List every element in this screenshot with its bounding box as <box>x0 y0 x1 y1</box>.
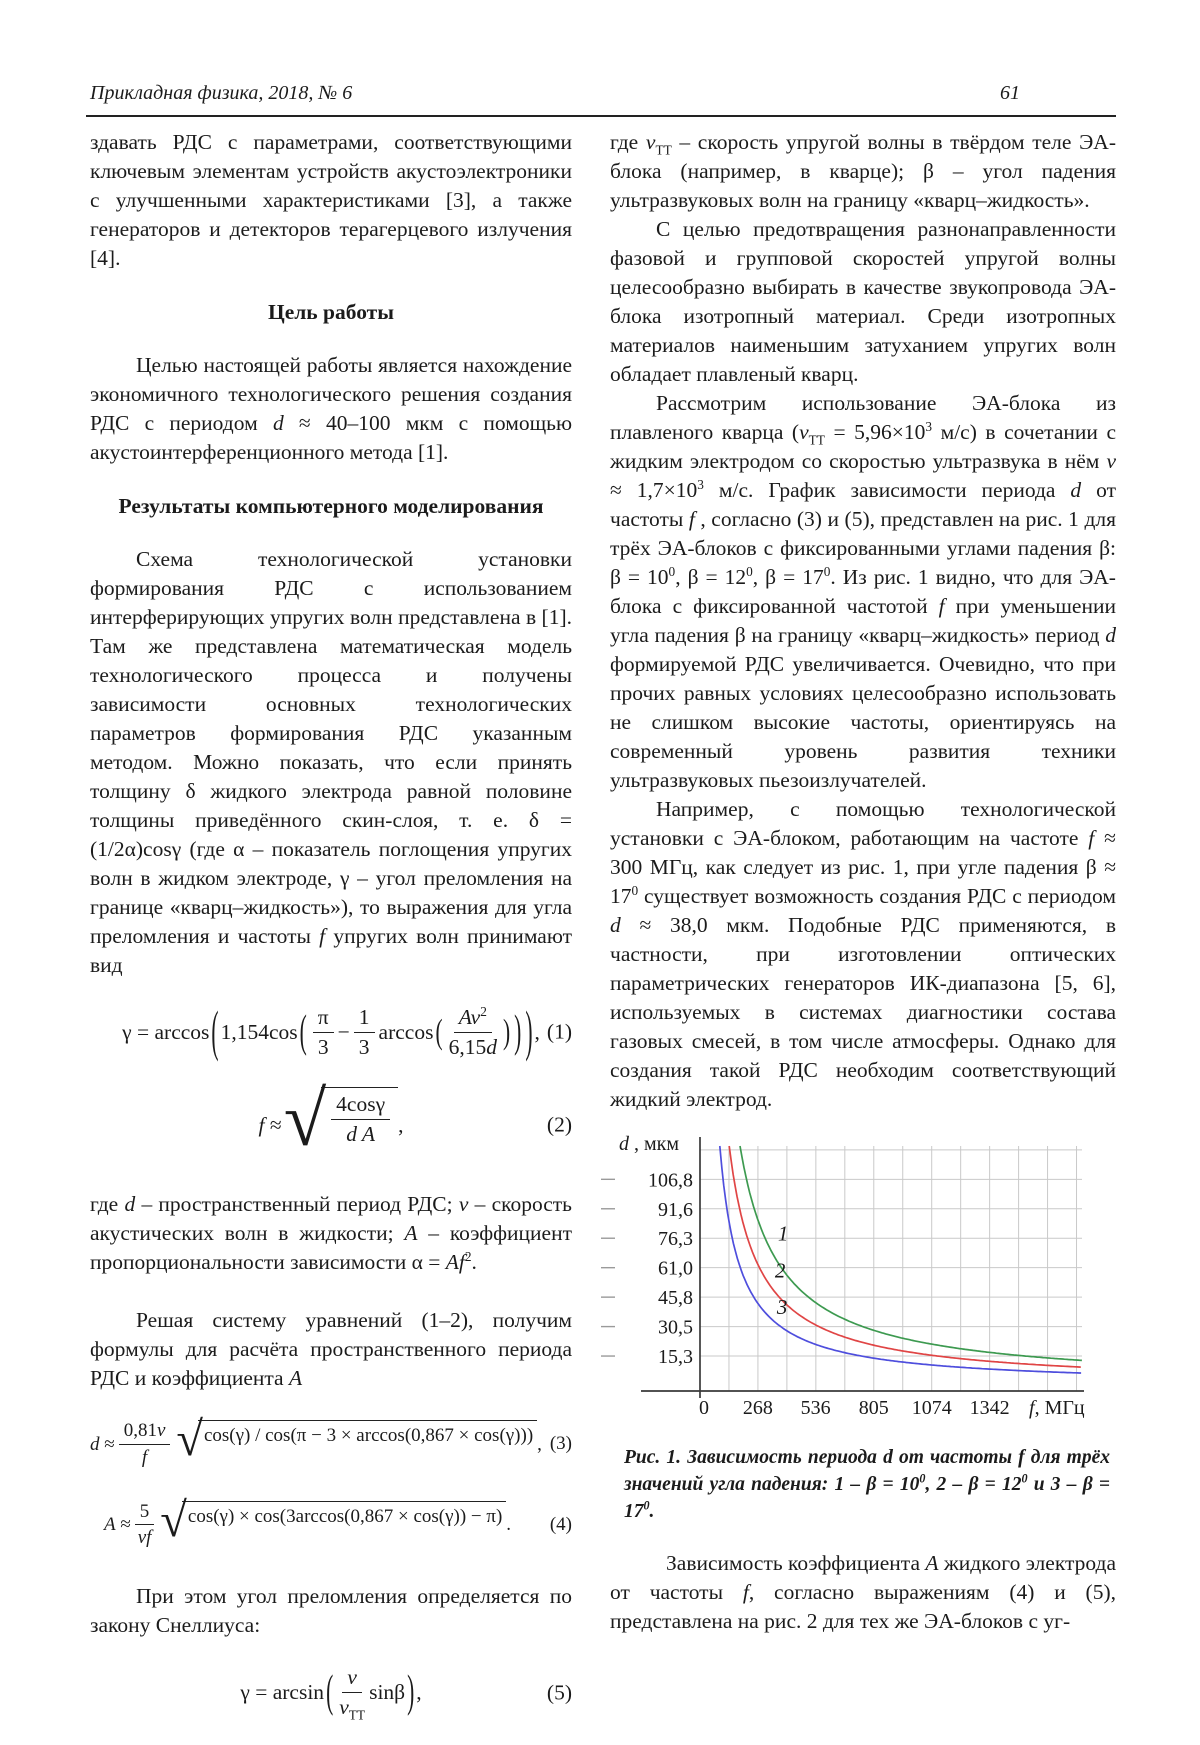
paren-open: ( <box>299 1006 307 1057</box>
equation-1: γ = arccos ( 1,154cos ( π 3 − 1 3 arccos… <box>90 1000 572 1062</box>
equation-2: f ≈ √ 4cosγ d A , (2) <box>90 1080 572 1164</box>
svg-text:45,8: 45,8 <box>658 1287 693 1309</box>
svg-text:1: 1 <box>778 1222 789 1246</box>
eq1-number: (1) <box>546 1019 572 1044</box>
paper-page: { "page": { "journal": "Прикладная физик… <box>86 82 1117 1722</box>
svg-text:91,6: 91,6 <box>658 1199 693 1221</box>
svg-text:15,3: 15,3 <box>658 1346 693 1368</box>
heading-goal: Цель работы <box>267 300 395 324</box>
fraction-1-3: 1 3 <box>353 1004 375 1061</box>
paren-open: ( <box>326 1666 334 1717</box>
svg-text:106,8: 106,8 <box>648 1169 693 1191</box>
eq5-sin: sinβ <box>369 1680 406 1705</box>
paragraph-consider: Рассмотрим использование ЭА-блока из пла… <box>610 391 1116 792</box>
eq4-period: . <box>506 1514 512 1536</box>
eq2-lhs: f ≈ <box>258 1113 282 1138</box>
paren-open: ( <box>435 1012 443 1051</box>
radical-sign: √ <box>160 1493 187 1547</box>
equation-5: γ = arcsin ( v vТТ sinβ ) , (5) <box>90 1664 572 1721</box>
right-column: где vТТ – скорость упругой волны в твёрд… <box>601 128 1117 1636</box>
svg-text:268: 268 <box>743 1397 773 1419</box>
paren-open: ( <box>211 1000 219 1063</box>
svg-text:76,3: 76,3 <box>658 1228 693 1250</box>
radical-sign: √ <box>176 1413 203 1467</box>
fraction-081v-f: 0,81v f <box>118 1419 171 1470</box>
equation-4: A ≈ 5 vf √ cos(γ) × cos(3arccos(0,867 × … <box>90 1496 572 1551</box>
paragraph-scheme: Схема технологической установки формиров… <box>90 547 572 977</box>
svg-text:0: 0 <box>699 1397 709 1419</box>
eq1-arccos: arccos <box>378 1019 434 1044</box>
eq5-comma: , <box>416 1680 422 1705</box>
svg-text:30,5: 30,5 <box>658 1317 693 1339</box>
svg-text:61,0: 61,0 <box>658 1258 693 1280</box>
fraction-v-vtt: v vТТ <box>339 1665 366 1723</box>
paragraph-where-vtt: где vТТ – скорость упругой волны в твёрд… <box>610 130 1116 212</box>
radical-sign: √ <box>283 1075 327 1162</box>
paragraph-snell: При этом угол преломления определяется п… <box>90 1584 572 1638</box>
eq3-comma: , <box>537 1433 542 1455</box>
equation-3: d ≈ 0,81v f √ cos(γ) / cos(π − 3 × arcco… <box>90 1415 572 1470</box>
svg-text:d , мкм: d , мкм <box>619 1133 679 1155</box>
svg-text:1342: 1342 <box>970 1397 1010 1419</box>
svg-text:3: 3 <box>776 1295 788 1319</box>
eq2-comma: , <box>398 1113 404 1138</box>
eq5-lhs: γ = arcsin <box>240 1680 325 1705</box>
paren-close: ) <box>502 1012 511 1051</box>
radical: √ cos(γ) / cos(π − 3 × arccos(0,867 × co… <box>176 1415 538 1468</box>
eq5-number: (5) <box>546 1680 572 1705</box>
page-number: 61 <box>1000 82 1020 104</box>
heading-results: Результаты компьютерного моделирования <box>118 494 544 518</box>
paren-close: ) <box>407 1666 415 1717</box>
header-rule <box>86 115 1116 117</box>
paragraph-example: Например, с помощью технологической уста… <box>610 797 1116 1111</box>
paragraph-goal: Целью настоящей работы является нахожден… <box>90 353 573 464</box>
figure-1-chart: 106,8 91,6 76,3 61,0 45,8 30,5 15,3 0 268 536 805 1… <box>601 1133 1085 1419</box>
eq1-lhs: γ = arccos <box>122 1019 210 1044</box>
paragraph-solve: Решая систему уравнений (1–2), получим ф… <box>90 1308 572 1391</box>
eq4-number: (4) <box>549 1514 572 1536</box>
journal-header: Прикладная физика, 2018, № 6 <box>90 82 353 104</box>
eq2-number: (2) <box>546 1113 572 1138</box>
svg-text:1074: 1074 <box>912 1397 952 1419</box>
eq3-number: (3) <box>549 1433 572 1455</box>
svg-text:805: 805 <box>859 1397 889 1419</box>
fraction-av2: Av2 6,15d <box>448 1003 497 1059</box>
radical: √ cos(γ) × cos(3arccos(0,867 × cos(γ)) −… <box>160 1496 507 1549</box>
paragraph-isotropic: С целью предотвращения разнонаправленнос… <box>610 217 1116 386</box>
svg-text:2: 2 <box>775 1258 786 1282</box>
eq1-coef: 1,154cos <box>220 1019 298 1044</box>
svg-text:f, МГц: f, МГц <box>1029 1397 1085 1419</box>
fraction-5-vf: 5 vf <box>134 1500 155 1551</box>
fraction-pi-3: π 3 <box>312 1004 334 1061</box>
minus-sign: − <box>337 1019 350 1044</box>
paren-close: ) <box>525 1000 533 1063</box>
figure-1-caption: Рис. 1. Зависимость периода d от частоты… <box>624 1447 1111 1522</box>
paragraph-where-terms: где d – пространственный период РДС; v –… <box>90 1192 572 1275</box>
svg-text:536: 536 <box>801 1397 831 1419</box>
paragraph-intro: здавать РДС с параметрами, соответствующ… <box>90 130 572 270</box>
paren-close: ) <box>514 1006 522 1057</box>
radical: √ 4cosγ d A <box>284 1080 399 1164</box>
fraction-4cos: 4cosγ d A <box>331 1091 391 1148</box>
eq4-lhs: A ≈ <box>104 1514 131 1536</box>
left-column: здавать РДС с параметрами, соответствующ… <box>90 128 572 1745</box>
eq3-lhs: d ≈ <box>90 1433 115 1455</box>
eq1-comma: , <box>534 1019 540 1044</box>
paragraph-dependence: Зависимость коэффициента A жидкого элект… <box>610 1551 1117 1633</box>
